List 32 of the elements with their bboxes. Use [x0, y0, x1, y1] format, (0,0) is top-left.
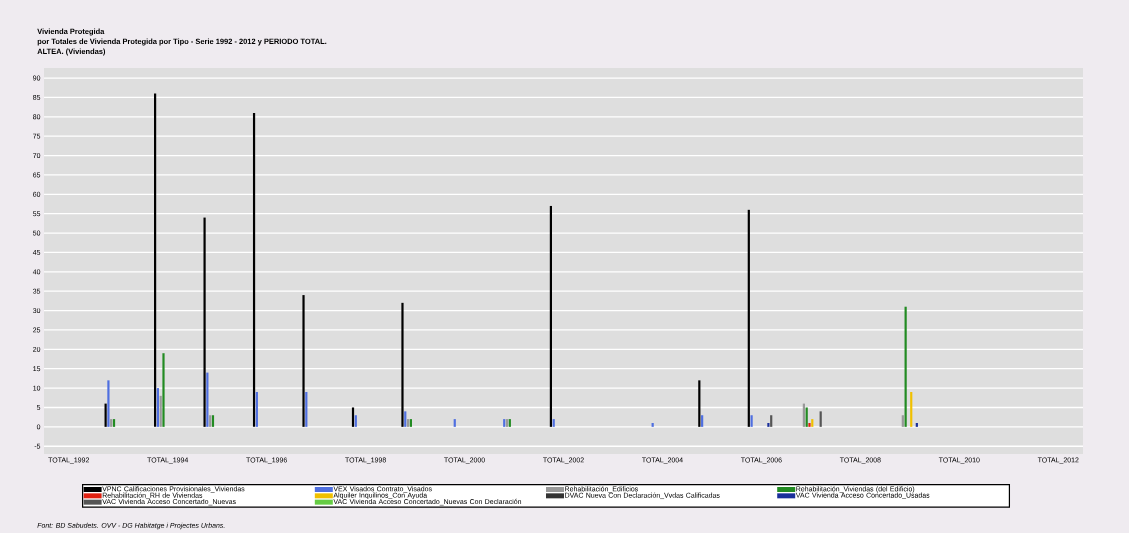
- bar: [549, 205, 553, 427]
- bar: [104, 403, 107, 427]
- bar: [302, 295, 305, 427]
- bar: [162, 353, 165, 427]
- bar: [767, 422, 770, 427]
- bar: [901, 415, 904, 427]
- bar: [107, 380, 110, 427]
- bar: [698, 380, 701, 427]
- bar: [354, 415, 357, 427]
- bar: [305, 391, 308, 427]
- bar: [750, 415, 753, 427]
- bar: [802, 403, 805, 427]
- bar: [404, 411, 407, 427]
- bar: [819, 411, 822, 427]
- bar: [701, 415, 704, 427]
- bar: [453, 419, 456, 427]
- bar: [811, 419, 814, 427]
- bar: [206, 372, 209, 427]
- bar: [252, 112, 256, 427]
- bar: [805, 407, 808, 427]
- bar: [159, 395, 162, 427]
- bar: [401, 302, 404, 427]
- bar: [747, 209, 750, 427]
- bar: [203, 217, 206, 427]
- bar: [154, 93, 157, 427]
- bar: [351, 407, 355, 427]
- bar: [770, 415, 773, 427]
- bar: [255, 391, 258, 427]
- bar: [910, 391, 913, 427]
- bar: [904, 306, 907, 427]
- bar: [156, 388, 159, 427]
- bar: [552, 419, 555, 427]
